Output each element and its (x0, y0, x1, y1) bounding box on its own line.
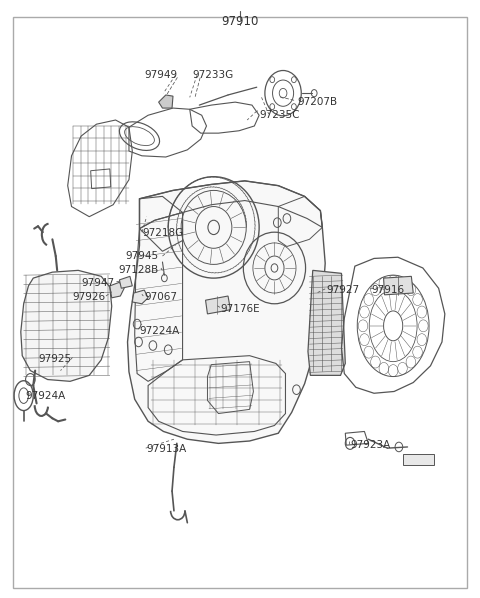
Text: 97128B: 97128B (119, 265, 158, 274)
Text: 97945: 97945 (125, 251, 158, 261)
Text: 97176E: 97176E (221, 304, 261, 313)
Text: 97910: 97910 (221, 15, 259, 28)
Text: 97067: 97067 (144, 292, 177, 302)
Text: 97949: 97949 (144, 71, 178, 80)
Text: 97947: 97947 (82, 278, 115, 288)
Polygon shape (110, 282, 124, 298)
Polygon shape (384, 276, 413, 295)
Polygon shape (308, 270, 345, 376)
Polygon shape (21, 270, 112, 382)
Polygon shape (158, 95, 173, 108)
Polygon shape (128, 181, 325, 443)
Polygon shape (120, 276, 132, 288)
Text: 97235C: 97235C (259, 110, 300, 120)
Text: 97924A: 97924A (25, 390, 66, 401)
Text: 97233G: 97233G (192, 71, 233, 80)
Text: 97927: 97927 (326, 285, 359, 295)
Text: 97923A: 97923A (350, 440, 390, 450)
Polygon shape (403, 454, 434, 465)
Text: 97916: 97916 (372, 285, 405, 295)
Polygon shape (205, 296, 230, 314)
Text: 97925: 97925 (38, 353, 72, 364)
Polygon shape (132, 290, 148, 304)
Text: 97926: 97926 (72, 292, 105, 302)
Text: 97218G: 97218G (142, 228, 183, 239)
Text: 97207B: 97207B (298, 97, 337, 107)
Text: 97224A: 97224A (140, 326, 180, 335)
Text: 97913A: 97913A (147, 444, 187, 454)
